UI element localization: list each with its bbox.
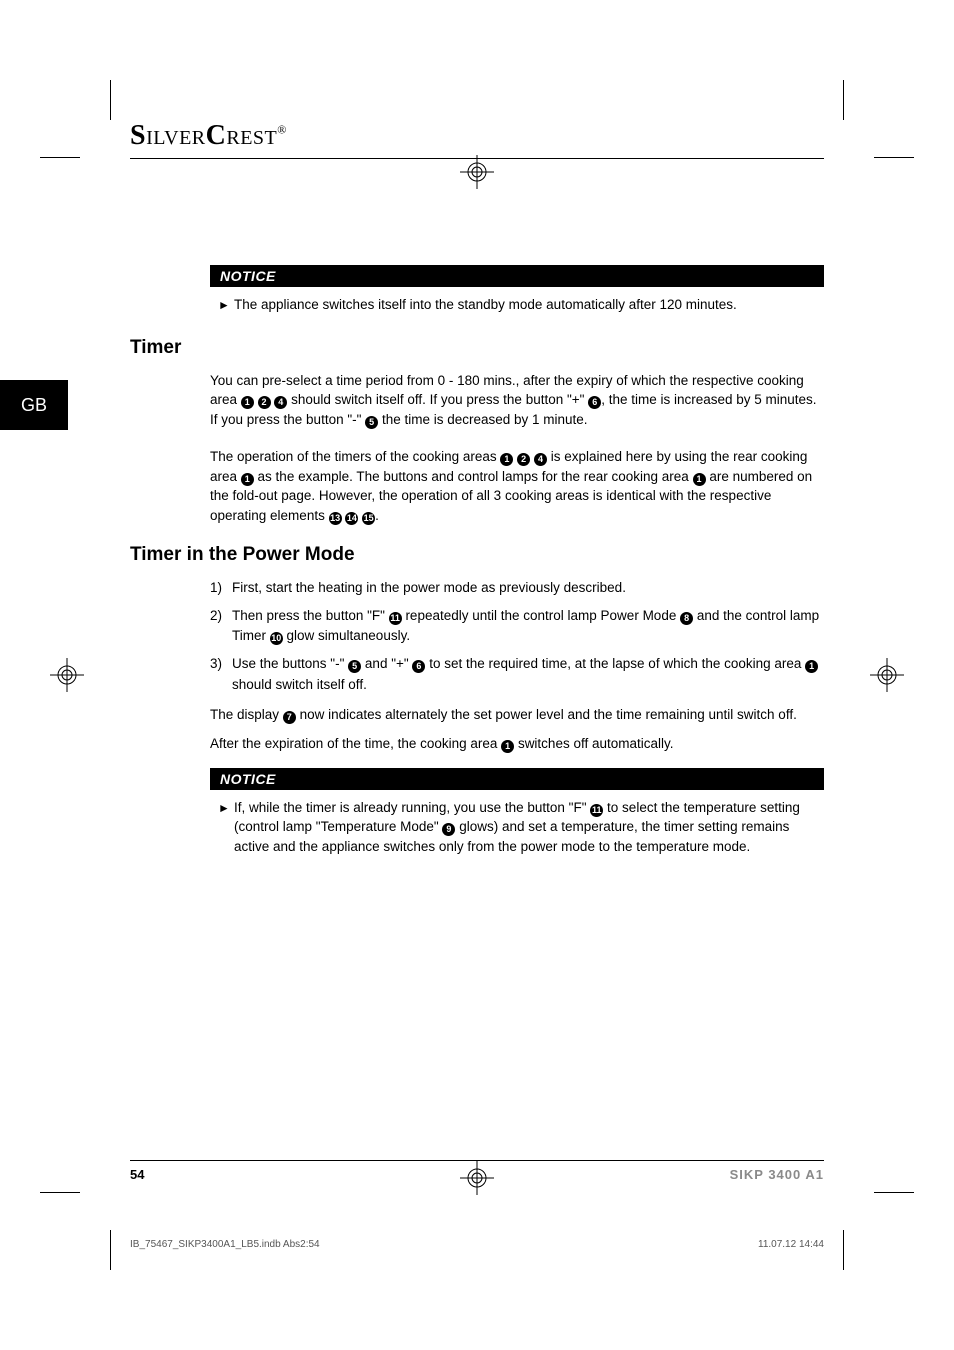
ref-icon: 1 [805,660,818,673]
notice-body: ► If, while the timer is already running… [210,790,824,865]
model-number: SIKP 3400 A1 [730,1167,824,1182]
notice-body: ► The appliance switches itself into the… [210,287,824,323]
bullet-arrow-icon: ► [218,800,230,817]
list-item: 2) Then press the button "F" 11 repeated… [210,606,824,647]
ref-icon: 6 [588,396,601,409]
ref-icon: 4 [274,396,287,409]
logo-text: S [130,120,146,151]
paragraph: After the expiration of the time, the co… [210,734,824,754]
text: now indicates alternately the set power … [300,707,797,722]
ref-icon: 2 [517,453,530,466]
logo-text: ILVER [146,127,206,149]
list-item: 3) Use the buttons "-" 5 and "+" 6 to se… [210,654,824,695]
text: Then press the button "F" [232,608,389,623]
text: should switch itself off. If you press t… [291,392,588,407]
header-rule [130,158,824,159]
ref-icon: 8 [680,612,693,625]
bullet-arrow-icon: ► [218,297,230,314]
text: . [375,508,379,523]
registration-mark-icon [870,658,904,692]
section-title-power-mode: Timer in the Power Mode [130,544,824,566]
crop-mark [40,157,80,158]
text: After the expiration of the time, the co… [210,736,501,751]
page-number: 54 [130,1167,144,1182]
notice-heading: NOTICE [210,768,824,790]
ref-icon: 2 [258,396,271,409]
language-code: GB [21,395,47,416]
step-number: 1) [210,578,222,598]
steps-list: 1) First, start the heating in the power … [210,578,824,695]
meta-timestamp: 11.07.12 14:44 [758,1239,824,1250]
paragraph: You can pre-select a time period from 0 … [210,371,824,430]
meta-filename: IB_75467_SIKP3400A1_LB5.indb Abs2:54 [130,1239,320,1250]
ref-icon: 14 [345,512,358,525]
page-content: SILVERCREST® GB NOTICE ► The appliance s… [130,120,824,1182]
ref-icon: 1 [693,473,706,486]
text: as the example. The buttons and control … [258,469,693,484]
text: the time is decreased by 1 minute. [382,412,588,427]
ref-icon: 15 [362,512,375,525]
crop-mark [843,1230,844,1270]
ref-icon: 11 [389,612,402,625]
crop-mark [110,1230,111,1270]
ref-icon: 4 [534,453,547,466]
text: Use the buttons "-" [232,656,348,671]
text: repeatedly until the control lamp Power … [405,608,680,623]
paragraph: The operation of the timers of the cooki… [210,447,824,525]
text: First, start the heating in the power mo… [232,580,626,595]
text: should switch itself off. [232,677,367,692]
crop-mark [40,1192,80,1193]
print-metadata: IB_75467_SIKP3400A1_LB5.indb Abs2:54 11.… [130,1239,824,1250]
main-content: NOTICE ► The appliance switches itself i… [210,265,824,865]
registration-mark-icon [50,658,84,692]
text: to set the required time, at the lapse o… [429,656,805,671]
notice-text: The appliance switches itself into the s… [234,297,737,312]
crop-mark [874,1192,914,1193]
text: The operation of the timers of the cooki… [210,449,500,464]
ref-icon: 5 [365,416,378,429]
crop-mark [843,80,844,120]
ref-icon: 5 [348,660,361,673]
paragraph: The display 7 now indicates alternately … [210,705,824,725]
ref-icon: 1 [241,473,254,486]
brand-logo: SILVERCREST® [130,120,824,152]
ref-icon: 7 [283,711,296,724]
crop-mark [874,157,914,158]
page-footer: 54 SIKP 3400 A1 [130,1160,824,1182]
ref-icon: 1 [241,396,254,409]
list-item: 1) First, start the heating in the power … [210,578,824,598]
step-number: 2) [210,606,222,626]
logo-text: C [206,120,227,151]
ref-icon: 6 [412,660,425,673]
text: and "+" [365,656,413,671]
ref-icon: 9 [442,823,455,836]
notice-heading: NOTICE [210,265,824,287]
ref-icon: 10 [270,632,283,645]
step-number: 3) [210,654,222,674]
ref-icon: 11 [590,804,603,817]
logo-text: REST [226,127,277,149]
language-tab: GB [0,380,68,430]
ref-icon: 1 [501,740,514,753]
text: glow simultaneously. [287,628,411,643]
ref-icon: 1 [500,453,513,466]
section-title-timer: Timer [130,337,824,359]
crop-mark [110,80,111,120]
text: If, while the timer is already running, … [234,800,590,815]
ref-icon: 13 [329,512,342,525]
text: switches off automatically. [518,736,674,751]
text: The display [210,707,283,722]
registered-icon: ® [277,123,287,137]
